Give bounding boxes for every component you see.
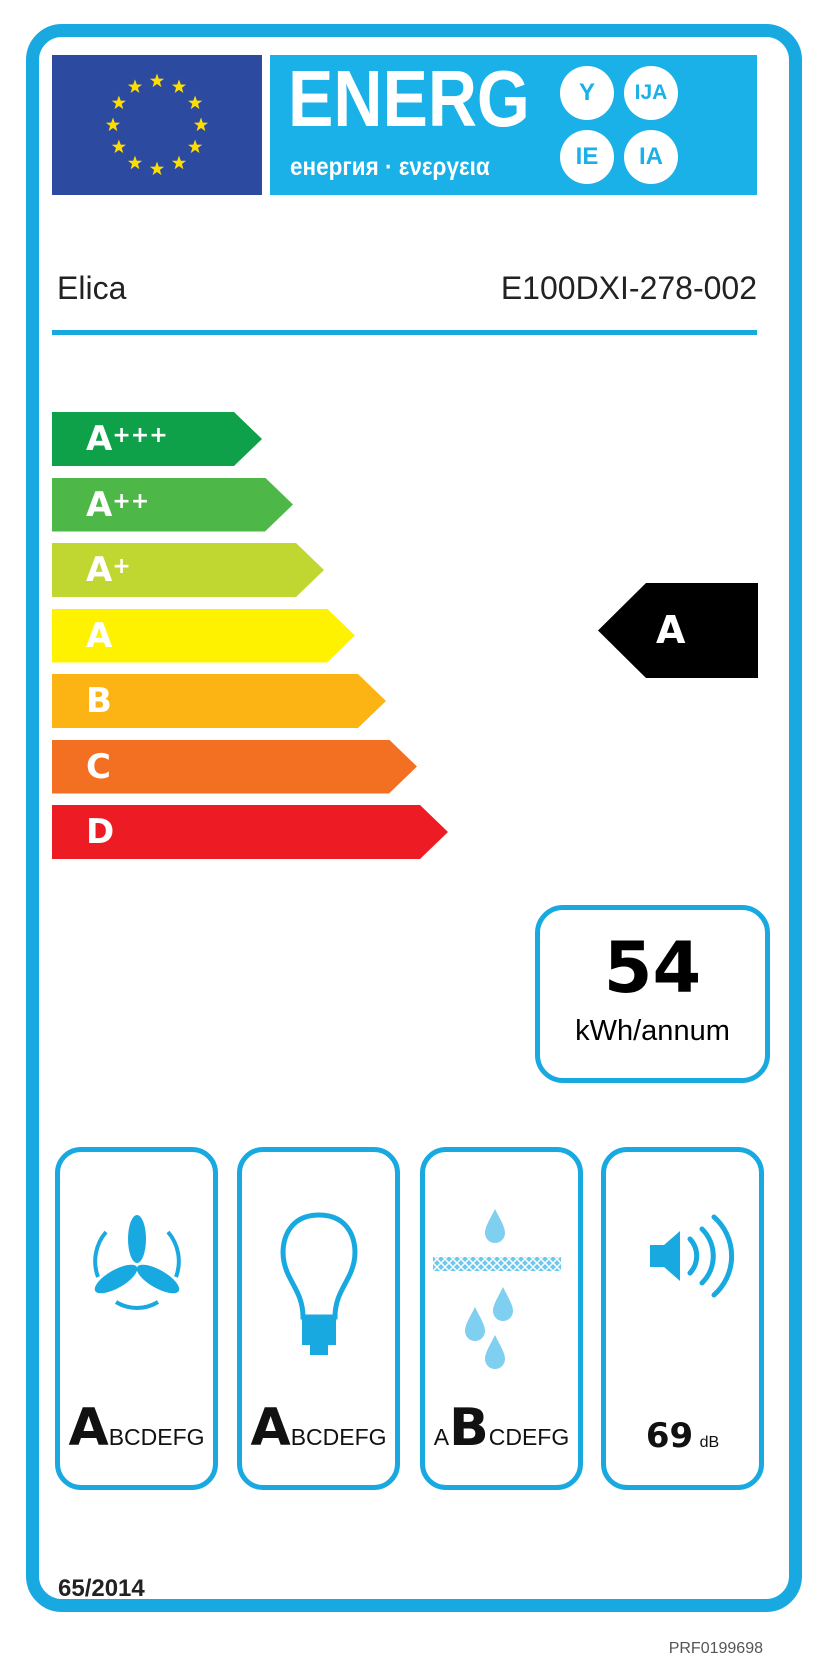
star-icon bbox=[111, 139, 126, 154]
lighting-class-scale: ABCDEFG bbox=[250, 1398, 387, 1458]
bar-plus: ++ bbox=[112, 488, 150, 514]
consumption-value: 54 bbox=[603, 927, 702, 1009]
noise-box: 69 dB bbox=[601, 1147, 764, 1490]
bar-label: A bbox=[86, 484, 113, 525]
efficiency-bar-4: B bbox=[52, 674, 386, 728]
lighting-box: ABCDEFG bbox=[237, 1147, 400, 1490]
eu-flag bbox=[52, 55, 262, 195]
star-icon bbox=[127, 79, 143, 93]
star-icon bbox=[127, 155, 143, 170]
suffix-ia: IA bbox=[624, 130, 678, 184]
banner-subtitle: енергия · ενεργεια bbox=[290, 153, 490, 181]
noise-level: 69 dB bbox=[645, 1416, 720, 1456]
star-icon bbox=[188, 139, 203, 154]
product-code: PRF0199698 bbox=[668, 1640, 763, 1657]
speaker-sound-icon bbox=[650, 1214, 735, 1298]
consumption-unit: kWh/annum bbox=[575, 1015, 730, 1047]
fan-class-scale: ABCDEFG bbox=[68, 1398, 205, 1458]
bar-label: A bbox=[86, 550, 113, 590]
bar-label: B bbox=[86, 681, 112, 721]
efficiency-bar-5: C bbox=[52, 739, 417, 794]
star-icon bbox=[188, 95, 203, 110]
suffix-ie: IE bbox=[560, 130, 614, 184]
bar-label: D bbox=[86, 812, 115, 852]
star-icon bbox=[149, 161, 165, 176]
star-icon bbox=[171, 155, 187, 170]
energy-banner: ENERG енергия · ενεργεια Y IJA IE IA bbox=[270, 55, 757, 195]
banner-title: ENERG bbox=[288, 54, 530, 143]
bar-label: A bbox=[86, 615, 113, 656]
divider bbox=[52, 330, 757, 335]
efficiency-bar-3: A bbox=[52, 608, 355, 663]
suffix-ija: IJA bbox=[624, 66, 678, 120]
bar-plus: +++ bbox=[112, 423, 168, 448]
grease-filter-icon bbox=[433, 1209, 561, 1369]
star-icon bbox=[193, 117, 209, 132]
suffix-y: Y bbox=[560, 66, 614, 120]
consumption-box: 54 kWh/annum bbox=[535, 905, 770, 1083]
grease-filter-box: ABCDEFG bbox=[420, 1147, 583, 1490]
fluid-dynamic-box: ABCDEFG bbox=[55, 1147, 218, 1490]
supplier-name: Elica bbox=[57, 270, 127, 306]
efficiency-bar-0: A+++ bbox=[52, 412, 262, 466]
efficiency-bar-6: D bbox=[52, 805, 448, 859]
regulation-number: 65/2014 bbox=[58, 1575, 145, 1602]
light-bulb-icon bbox=[280, 1212, 358, 1355]
model-id: E100DXI-278-002 bbox=[500, 270, 757, 306]
bar-plus: + bbox=[112, 554, 131, 579]
star-icon bbox=[149, 73, 165, 88]
efficiency-bar-1: A++ bbox=[52, 477, 293, 532]
bar-label: C bbox=[86, 746, 111, 787]
fan-icon bbox=[93, 1215, 181, 1310]
energy-label-frame bbox=[26, 24, 802, 1612]
star-icon bbox=[171, 79, 187, 93]
star-icon bbox=[111, 95, 126, 110]
bar-label: A bbox=[86, 419, 113, 459]
filter-class-scale: ABCDEFG bbox=[433, 1398, 570, 1458]
efficiency-bar-2: A+ bbox=[52, 543, 324, 597]
star-icon bbox=[105, 117, 121, 132]
eu-stars-icon bbox=[105, 73, 209, 176]
